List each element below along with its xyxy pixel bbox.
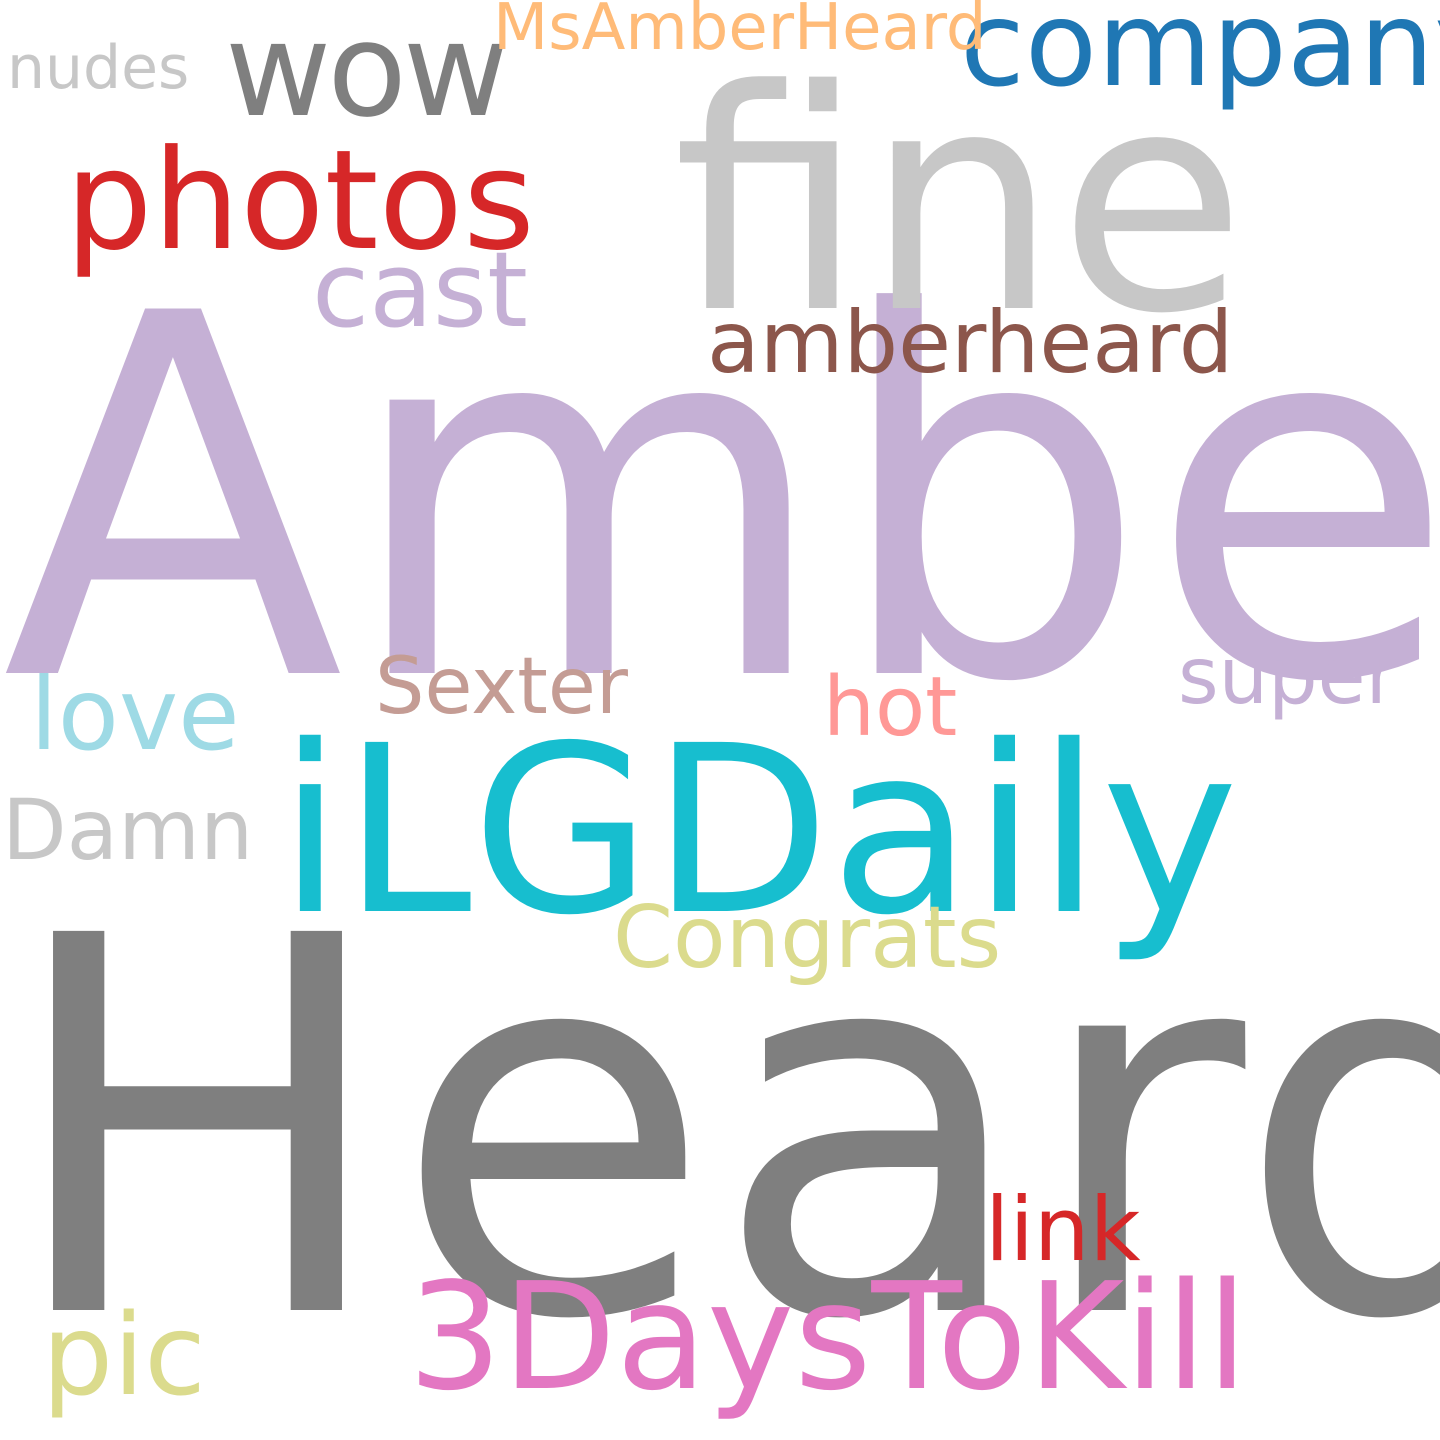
word-photos: photos [65, 120, 535, 281]
word-damn: Damn [2, 781, 254, 879]
word-wow: wow [225, 0, 509, 146]
word-congrats: Congrats [613, 888, 1002, 988]
word-heard: Heard [2, 827, 1440, 1433]
word-sexter: Sexter [375, 642, 628, 732]
word-link: link [985, 1178, 1141, 1281]
word-pic: pic [42, 1291, 206, 1421]
word-fine: fine [673, 25, 1247, 380]
word-cast: cast [312, 229, 528, 351]
word-amberheard: amberheard [707, 293, 1234, 393]
word-hot: hot [823, 660, 958, 755]
word-love: love [30, 656, 240, 773]
word-super: super [1178, 632, 1398, 722]
word-3daystokill: 3DaysToKill [408, 1251, 1248, 1423]
word-nudes: nudes [7, 33, 190, 103]
word-ilgdaily: iLGDaily [278, 696, 1239, 966]
word-amber: Amber [2, 209, 1440, 791]
word-msamberheard: MsAmberHeard [493, 0, 987, 65]
word-company: company [960, 0, 1440, 113]
